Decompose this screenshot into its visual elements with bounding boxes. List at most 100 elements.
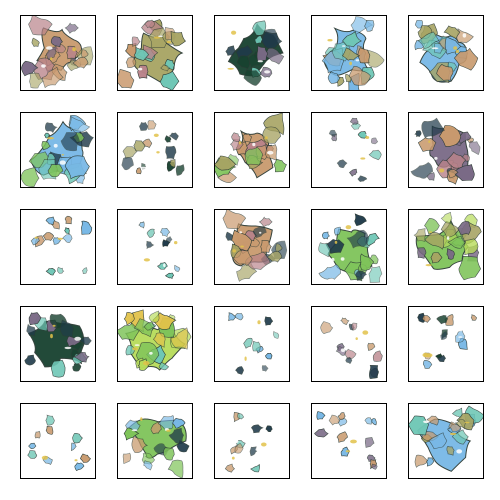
generated-image (228, 312, 280, 375)
highlight-mark (355, 337, 358, 340)
highlight-mark (227, 67, 234, 70)
highlight-mark (438, 227, 441, 232)
highlight-mark (137, 67, 143, 71)
highlight-mark (174, 241, 178, 245)
highlight-mark (149, 351, 153, 355)
texture-patch (440, 220, 460, 238)
highlight-mark (46, 46, 53, 50)
grid-tile-r1-c5 (408, 15, 484, 91)
highlight-mark (446, 236, 450, 240)
highlight-mark (425, 264, 432, 267)
texture-patch (322, 231, 331, 240)
highlight-mark (464, 421, 470, 424)
highlight-mark (261, 442, 267, 447)
texture-patch (133, 140, 146, 152)
highlight-mark (64, 346, 72, 350)
texture-patch (165, 145, 177, 160)
texture-patch (273, 158, 287, 173)
texture-patch (470, 314, 478, 321)
texture-patch (236, 55, 250, 69)
generated-image (138, 221, 181, 280)
texture-patch (463, 238, 479, 256)
texture-patch (357, 175, 368, 182)
texture-patch (165, 236, 173, 243)
texture-patch (457, 221, 472, 236)
texture-patch (440, 211, 453, 224)
texture-patch (66, 335, 82, 348)
highlight-mark (334, 240, 338, 244)
texture-patch (446, 445, 455, 456)
texture-patch (57, 266, 65, 274)
highlight-mark (423, 420, 430, 424)
highlight-mark (456, 449, 463, 454)
grid-tile-r5-c4 (311, 403, 387, 479)
texture-patch (157, 415, 175, 430)
texture-patch (28, 442, 37, 450)
texture-patch (41, 66, 64, 89)
texture-patch (318, 263, 341, 280)
texture-patch (367, 342, 376, 351)
texture-patch (122, 146, 138, 159)
texture-patch (364, 19, 375, 32)
highlight-mark (163, 263, 166, 267)
texture-patch (143, 460, 153, 471)
texture-patch (147, 120, 157, 130)
texture-patch (42, 232, 55, 241)
highlight-mark (428, 231, 433, 233)
grid-tile-r5-c3 (214, 403, 290, 479)
highlight-mark (74, 336, 82, 341)
texture-patch (409, 415, 429, 436)
texture-patch (265, 425, 273, 432)
texture-patch (252, 340, 261, 352)
texture-patch (437, 354, 447, 363)
texture-patch (139, 122, 149, 131)
highlight-mark (462, 33, 467, 38)
texture-patch (342, 31, 363, 48)
texture-patch (215, 155, 236, 171)
texture-patch (123, 427, 140, 441)
generated-image (215, 113, 287, 183)
texture-patch (144, 19, 156, 29)
generated-image (118, 19, 186, 90)
texture-patch (244, 146, 264, 166)
texture-patch (336, 159, 348, 168)
generated-image (24, 312, 92, 378)
highlight-mark (61, 154, 64, 156)
texture-patch (70, 442, 77, 452)
grid-tile-r2-c5 (408, 112, 484, 188)
highlight-mark (74, 459, 78, 462)
texture-patch (417, 247, 427, 259)
texture-patch (27, 450, 38, 459)
texture-patch (328, 414, 341, 426)
texture-patch (45, 425, 54, 435)
highlight-mark (145, 150, 152, 153)
grid-tile-r5-c5 (408, 403, 484, 479)
texture-patch (234, 312, 244, 321)
texture-patch (438, 125, 462, 147)
texture-patch (423, 359, 433, 369)
grid-tile-r4-c1 (20, 306, 96, 382)
texture-patch (242, 133, 252, 143)
texture-patch (31, 37, 40, 47)
generated-image (222, 210, 288, 282)
grid-tile-r3-c1 (20, 209, 96, 285)
texture-patch (258, 216, 273, 228)
highlight-mark (240, 245, 244, 248)
texture-patch (159, 227, 171, 238)
texture-patch (254, 35, 264, 45)
highlight-mark (158, 35, 163, 37)
highlight-mark (355, 422, 359, 427)
texture-patch (355, 270, 367, 281)
texture-patch (243, 337, 253, 349)
texture-patch (26, 323, 37, 337)
grid-tile-r4-c5 (408, 306, 484, 382)
texture-patch (225, 45, 237, 56)
highlight-mark (362, 330, 369, 335)
generated-image (321, 16, 385, 90)
texture-patch (443, 25, 461, 39)
texture-patch (64, 227, 70, 235)
highlight-mark (143, 361, 150, 366)
texture-patch (371, 463, 378, 470)
generated-image (21, 16, 94, 89)
